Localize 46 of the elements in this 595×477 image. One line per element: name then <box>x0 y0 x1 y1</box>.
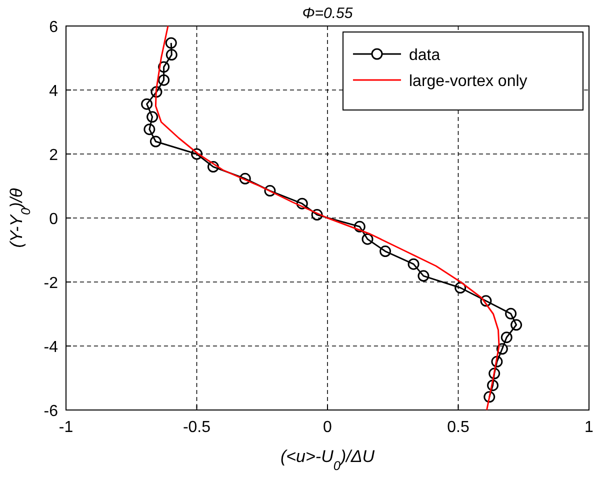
y-tick-label: 2 <box>49 147 58 164</box>
point <box>296 198 308 210</box>
point <box>311 209 323 221</box>
legend-label: data <box>409 47 440 64</box>
x-tick-label: -0.5 <box>182 419 211 436</box>
point <box>496 343 508 355</box>
x-tick-label: 1 <box>584 419 594 436</box>
point <box>146 111 158 123</box>
point <box>165 37 177 49</box>
point <box>362 233 374 245</box>
point <box>491 356 503 368</box>
point <box>141 98 153 110</box>
point <box>207 161 219 173</box>
point <box>510 319 522 331</box>
point <box>484 391 496 403</box>
x-tick-label: -1 <box>58 419 74 436</box>
point <box>191 148 202 160</box>
y-tick-label: 4 <box>49 83 58 100</box>
y-tick-label: -6 <box>44 403 58 420</box>
point <box>487 380 499 392</box>
point <box>500 332 512 344</box>
point <box>480 295 492 307</box>
point <box>380 246 392 258</box>
x-tick-label: 0 <box>323 419 332 436</box>
chart-title: Φ=0.55 <box>302 5 354 22</box>
point <box>264 185 276 197</box>
point <box>166 49 178 61</box>
point <box>505 308 517 320</box>
legend-label: large-vortex only <box>409 73 528 90</box>
point <box>150 136 162 148</box>
point <box>158 61 170 73</box>
point <box>488 368 500 380</box>
y-tick-label: -2 <box>44 275 58 292</box>
point <box>239 172 251 184</box>
x-tick-label: 0.5 <box>447 419 470 436</box>
y-tick-label: -4 <box>44 339 58 356</box>
point <box>408 258 420 270</box>
y-tick-label: 6 <box>49 19 58 36</box>
point <box>158 74 170 86</box>
point <box>354 220 366 232</box>
point <box>144 124 156 136</box>
y-tick-label: 0 <box>49 211 58 228</box>
point <box>454 282 466 294</box>
point <box>418 270 430 282</box>
x-axis-title: (<u>-U$_{0}$)/ΔU <box>280 447 376 472</box>
point <box>150 86 162 98</box>
